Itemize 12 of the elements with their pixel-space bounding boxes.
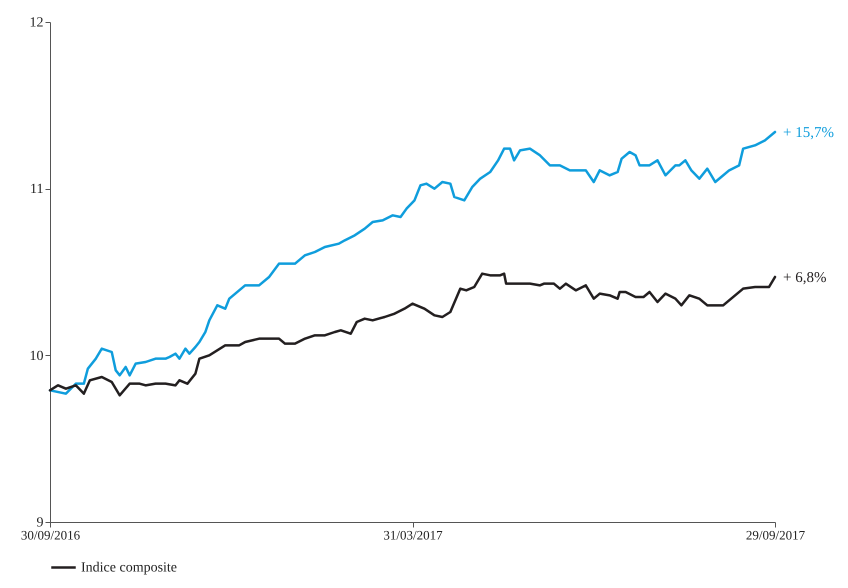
- y-tick-label: 9: [36, 516, 44, 530]
- x-tick-label: 29/09/2017: [746, 528, 806, 542]
- annotation: + 15,7%: [783, 125, 834, 141]
- x-tick-label: 30/09/2016: [20, 528, 81, 542]
- legend-label: Indice composite: [81, 560, 178, 576]
- line-series: [48, 130, 776, 395]
- x-tick-label: 31/03/2017: [383, 528, 444, 542]
- y-tick-label: 10: [30, 348, 44, 364]
- y-tick-label: 11: [30, 182, 44, 198]
- line-series: [48, 272, 776, 397]
- annotation: + 6,8%: [783, 270, 826, 286]
- y-tick-label: 12: [30, 16, 44, 30]
